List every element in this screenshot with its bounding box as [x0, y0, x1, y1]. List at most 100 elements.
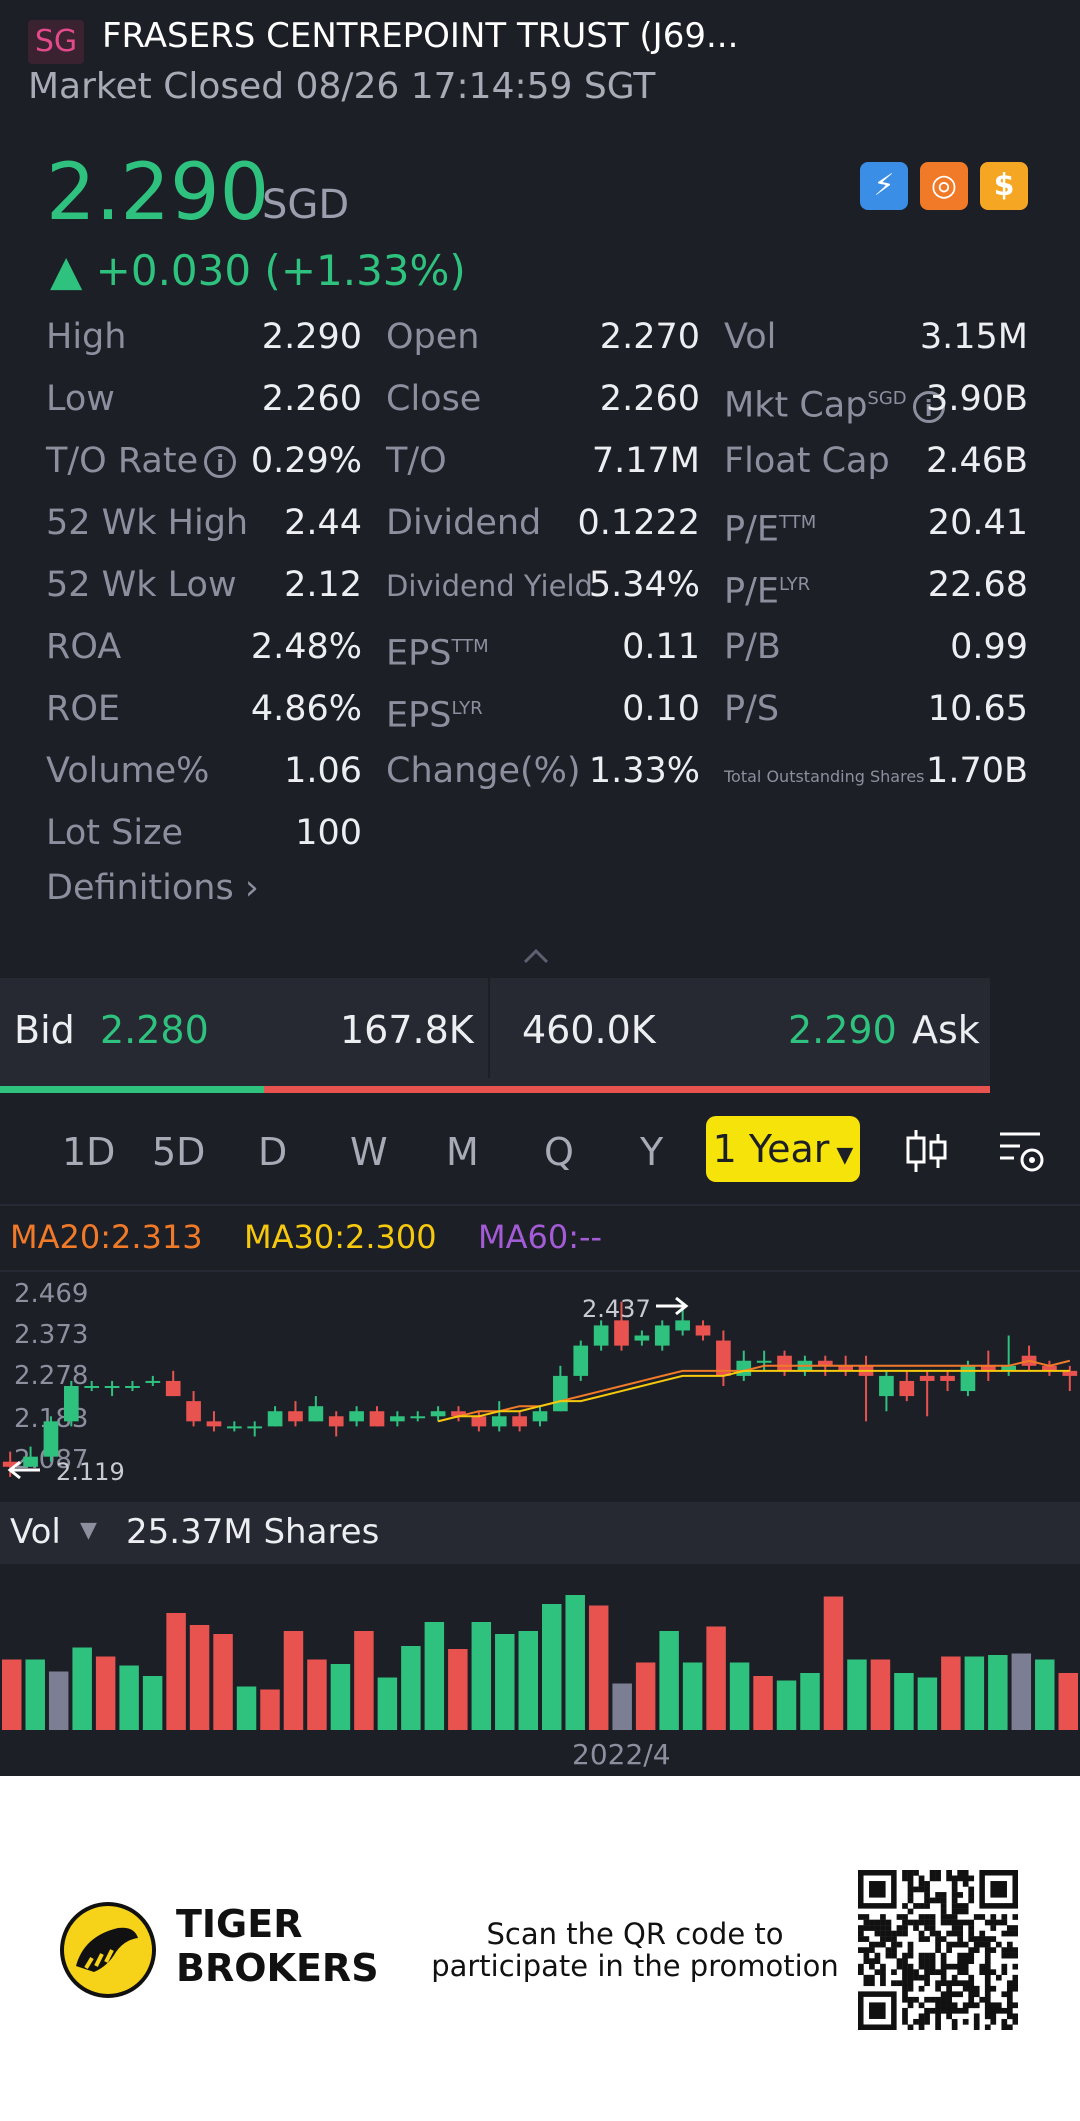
- qr-module: [929, 1897, 936, 1904]
- app-screen: SG FRASERS CENTREPOINT TRUST (J69... Mar…: [0, 0, 1080, 1776]
- qr-module: [962, 2002, 969, 2009]
- stat-value: 2.44: [284, 503, 362, 543]
- feature-badges: ⚡ ◎ $: [860, 162, 1028, 210]
- tab-q[interactable]: Q: [544, 1130, 574, 1174]
- qr-module: [962, 1870, 969, 1876]
- qr-module: [946, 1985, 952, 1992]
- qr-module: [984, 1919, 991, 1926]
- qr-module: [984, 1991, 991, 1998]
- tab-m[interactable]: M: [446, 1130, 479, 1174]
- volume-chart[interactable]: 2022/4: [0, 1564, 1080, 1776]
- candle-body: [879, 1375, 894, 1397]
- qr-finder: [990, 1881, 1007, 1898]
- qr-module: [951, 1875, 958, 1882]
- qr-module: [962, 1875, 969, 1882]
- stat-value: 1.70B: [926, 751, 1028, 791]
- qr-module: [902, 1985, 908, 1992]
- candle-body: [512, 1416, 527, 1427]
- stat-row: ROE 4.86%: [46, 684, 1036, 734]
- info-icon[interactable]: i: [912, 390, 945, 423]
- tab-y[interactable]: Y: [640, 1130, 664, 1174]
- qr-module: [1001, 1947, 1008, 1953]
- qr-module: [907, 1985, 914, 1992]
- volume-bar: [283, 1631, 304, 1730]
- qr-module: [913, 1886, 919, 1893]
- qr-module: [935, 1936, 941, 1942]
- bid-ask-edge: [990, 978, 1080, 1088]
- dollar-icon[interactable]: $: [980, 162, 1028, 210]
- qr-module: [940, 1958, 947, 1964]
- qr-module: [968, 1980, 975, 1987]
- candle-body: [777, 1355, 792, 1371]
- qr-module: [973, 1941, 980, 1948]
- stat-row: T/O Rate i 0.29%: [46, 436, 1036, 486]
- candlestick-icon[interactable]: [902, 1128, 950, 1174]
- candle-body: [716, 1340, 731, 1376]
- tab-1d[interactable]: 1D: [62, 1130, 116, 1174]
- qr-module: [874, 1941, 881, 1948]
- qr-module: [935, 1870, 941, 1876]
- candle-body: [634, 1335, 650, 1341]
- stat-label-text: Open: [386, 317, 480, 357]
- qr-module: [968, 1919, 975, 1926]
- tab-d[interactable]: D: [258, 1130, 288, 1174]
- candle-body: [308, 1406, 324, 1422]
- stat-value: 2.290: [261, 317, 362, 357]
- qr-module: [869, 1919, 875, 1926]
- qr-module: [1006, 1952, 1013, 1959]
- info-icon[interactable]: i: [204, 446, 237, 478]
- qr-module: [962, 1903, 969, 1909]
- qr-module: [1006, 2024, 1013, 2030]
- volume-dropdown-icon[interactable]: ▼: [80, 1518, 97, 1543]
- stat-value: 2.12: [284, 565, 362, 605]
- stat-label-sup: TTM: [451, 636, 489, 657]
- qr-module: [968, 1947, 975, 1953]
- qr-module: [946, 2007, 952, 2014]
- brand-line-2: BROKERS: [176, 1946, 379, 1990]
- stat-row: Total Outstanding Shares 1.70B: [46, 746, 1036, 796]
- indicator-settings-icon[interactable]: [996, 1126, 1046, 1176]
- collapse-caret-icon[interactable]: [522, 946, 550, 966]
- stat-label-text: Mkt Cap: [724, 385, 868, 426]
- qr-module: [951, 1886, 958, 1893]
- qr-module: [935, 1941, 941, 1948]
- qr-module: [940, 1892, 947, 1898]
- volume-bar: [706, 1626, 726, 1730]
- stat-label: P/S: [724, 684, 779, 734]
- qr-module: [1006, 2007, 1013, 2014]
- definitions-link[interactable]: Definitions ›: [46, 868, 259, 908]
- lightning-1-icon[interactable]: ⚡: [860, 162, 908, 210]
- qr-module: [990, 1985, 997, 1992]
- tab-w[interactable]: W: [350, 1130, 388, 1174]
- qr-module: [874, 1969, 881, 1976]
- qr-module: [984, 1941, 991, 1948]
- qr-module: [968, 1925, 975, 1931]
- candle-body: [430, 1411, 446, 1417]
- qr-module: [957, 1930, 964, 1937]
- candle-body: [23, 1456, 38, 1467]
- candle-body: [838, 1365, 853, 1371]
- qr-module: [962, 1952, 969, 1959]
- qr-module: [869, 1974, 875, 1981]
- stat-label: Close: [386, 374, 481, 424]
- stat-label: Dividend: [386, 498, 541, 548]
- qr-module: [951, 1897, 958, 1904]
- qr-module: [973, 1914, 980, 1920]
- brand-line-1: TIGER: [176, 1902, 303, 1946]
- qr-module: [924, 1963, 930, 1970]
- qr-module: [951, 2024, 958, 2030]
- candle-body: [206, 1421, 222, 1427]
- ask-label: Ask: [912, 1008, 980, 1052]
- qr-module: [957, 1969, 964, 1976]
- qr-module: [1006, 1980, 1013, 1987]
- qr-module: [968, 1897, 975, 1904]
- period-dropdown[interactable]: 1 Year ▼: [706, 1116, 860, 1182]
- tab-5d[interactable]: 5D: [152, 1130, 206, 1174]
- qr-module: [907, 1941, 914, 1948]
- candle-body: [919, 1375, 935, 1381]
- qr-module: [946, 1870, 952, 1876]
- pulse-icon[interactable]: ◎: [920, 162, 968, 210]
- stat-label-text: Dividend: [386, 503, 542, 543]
- qr-module: [902, 1963, 908, 1970]
